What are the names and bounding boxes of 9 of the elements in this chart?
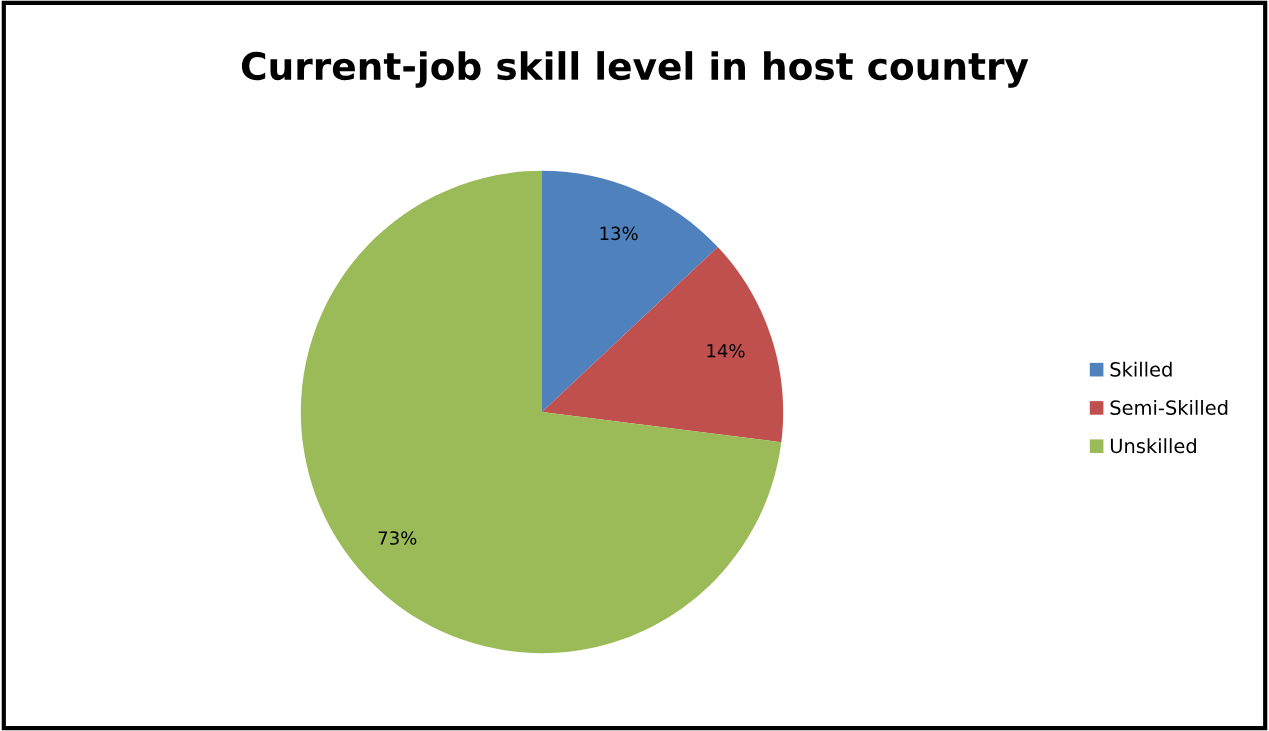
data-label: 14% xyxy=(707,343,745,358)
legend-label: Unskilled xyxy=(1110,438,1196,454)
pie-slice xyxy=(300,170,782,654)
chart-title: Current-job skill level in host country xyxy=(241,51,1029,88)
legend-label: Semi-Skilled xyxy=(1110,399,1228,415)
data-label: 13% xyxy=(600,226,638,241)
data-label: 73% xyxy=(378,531,417,545)
legend-label: Skilled xyxy=(1110,361,1172,377)
pie-slice xyxy=(542,246,784,443)
